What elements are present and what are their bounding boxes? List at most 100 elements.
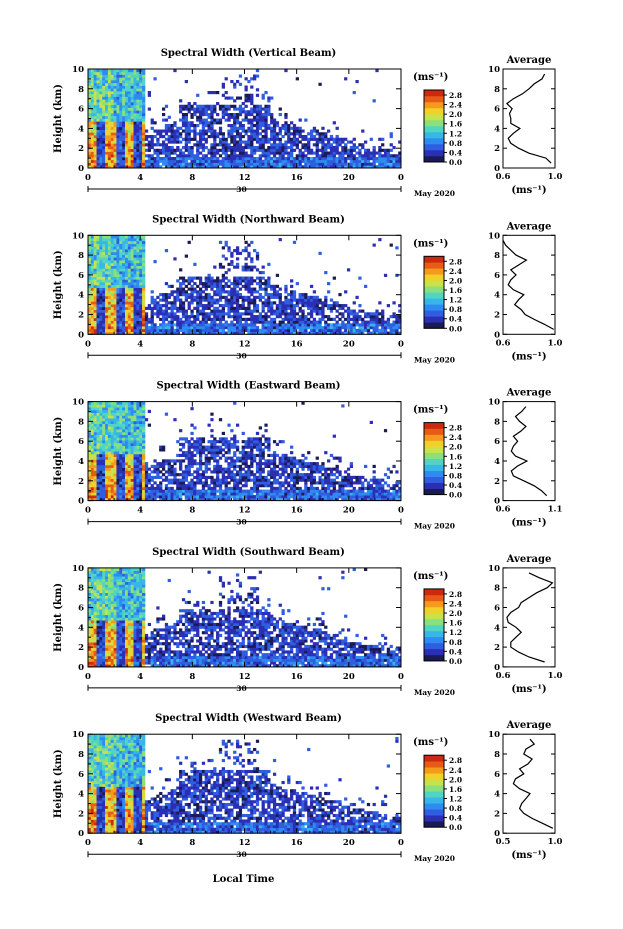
x-tick-label: 16 <box>291 838 303 848</box>
y-axis-title: Height (km) <box>53 250 64 319</box>
month-label: May 2020 <box>414 189 455 198</box>
colorbar-tick-label: 2.8 <box>449 257 462 266</box>
x-tick-label: 4 <box>137 838 143 848</box>
colorbar-segment <box>424 310 444 317</box>
profile-frame <box>502 401 556 502</box>
y-tick-label: 2 <box>78 643 84 653</box>
colorbar-segment <box>424 458 444 465</box>
y-tick-label: 10 <box>72 231 84 241</box>
profile-y-tick-label: 2 <box>494 144 500 154</box>
x-tick-label: 8 <box>189 339 195 349</box>
profile-y-tick-label: 2 <box>494 311 500 321</box>
profile-x-tick-label: 0.5 <box>496 837 511 847</box>
colorbar-tick-label: 0.0 <box>449 823 462 832</box>
colorbar-segment <box>424 588 444 596</box>
panel-1: Spectral Width (Vertical Beam) 0 2 4 6 8 10 0 4 8… <box>53 48 562 198</box>
panel-title: Spectral Width (Eastward Beam) <box>156 381 340 392</box>
panel-title: Spectral Width (Westward Beam) <box>155 713 342 724</box>
colorbar-tick-label: 1.2 <box>449 462 462 471</box>
profile-y-tick-label: 10 <box>488 398 500 408</box>
profile-y-tick-label: 10 <box>488 231 500 241</box>
colorbar-tick-label: 0.8 <box>449 638 462 647</box>
profile-x-tick-label: 0.6 <box>496 338 511 348</box>
colorbar-segment <box>424 132 444 139</box>
y-tick-label: 10 <box>72 730 84 740</box>
x-tick-label: 12 <box>239 506 251 516</box>
profile-frame <box>502 733 556 834</box>
average-profile: Average 0 2 4 6 8 10 0.5 1.0(ms⁻¹) <box>488 720 562 861</box>
heatmap-cells <box>88 734 402 834</box>
colorbar-unit: (ms⁻¹) <box>413 238 448 249</box>
profile-frame <box>502 234 556 335</box>
y-tick-label: 6 <box>78 105 84 115</box>
profile-x-tick-label: 0.6 <box>496 505 511 515</box>
profile-title: Average <box>506 554 552 565</box>
x-axis-title: Local Time <box>213 874 275 885</box>
heatmap-cells <box>88 235 402 335</box>
month-label: May 2020 <box>414 355 455 364</box>
profile-title: Average <box>506 388 552 399</box>
y-tick-label: 8 <box>78 251 84 261</box>
colorbar-segment <box>424 114 444 121</box>
heatmap-cells <box>88 567 402 668</box>
month-label: May 2020 <box>414 522 455 531</box>
profile-y-tick-label: 8 <box>494 750 500 760</box>
colorbar-tick-label: 1.2 <box>449 794 462 803</box>
colorbar-tick-label: 0.4 <box>449 315 462 324</box>
colorbar-segment <box>424 156 444 163</box>
profile-y-tick-label: 4 <box>494 790 500 800</box>
profile-x-title: (ms⁻¹) <box>511 850 546 861</box>
profile-y-tick-label: 10 <box>488 564 500 574</box>
y-axis-title: Height (km) <box>53 84 64 153</box>
colorbar-segment <box>424 791 444 798</box>
colorbar-tick-label: 2.8 <box>449 756 462 765</box>
x-tick-label: 12 <box>239 173 251 183</box>
heatmap-cells <box>88 69 402 169</box>
profile-frame <box>502 567 556 668</box>
colorbar-segment <box>424 256 444 263</box>
panel-title: Spectral Width (Southward Beam) <box>152 547 345 558</box>
profile-x-tick-label: 1.0 <box>548 671 563 681</box>
profile-x-tick-label: 0.6 <box>496 172 511 182</box>
profile-x-tick-label: 1.0 <box>548 338 563 348</box>
month-label: May 2020 <box>414 688 455 697</box>
colorbar-frame <box>423 588 445 662</box>
colorbar-tick-label: 2.4 <box>449 267 462 276</box>
colorbar-segment <box>424 785 444 792</box>
colorbar-tick-label: 0.4 <box>449 481 462 490</box>
profile-frame <box>502 68 556 169</box>
colorbar-segment <box>424 606 444 614</box>
colorbar-segment <box>424 779 444 786</box>
colorbar-segment <box>424 636 444 644</box>
colorbar-segment <box>424 803 444 810</box>
colorbar-tick-label: 2.4 <box>449 101 462 110</box>
colorbar-segment <box>424 440 444 447</box>
colorbar-tick-label: 0.4 <box>449 148 462 157</box>
colorbar-segment <box>424 446 444 453</box>
colorbar-segment <box>424 761 444 768</box>
x-tick-label: 16 <box>291 672 303 682</box>
colorbar-segment <box>424 618 444 626</box>
y-tick-label: 4 <box>78 623 84 633</box>
y-tick-label: 10 <box>72 398 84 408</box>
colorbar-segment <box>424 815 444 822</box>
colorbar-segment <box>424 654 444 662</box>
profile-y-tick-label: 4 <box>494 623 500 633</box>
colorbar-segment <box>424 630 444 638</box>
x-tick-label: 8 <box>189 838 195 848</box>
x-tick-label: 20 <box>343 173 355 183</box>
colorbar-segment <box>424 452 444 459</box>
x-tick-label: 8 <box>189 506 195 516</box>
y-axis-title: Height (km) <box>53 749 64 818</box>
x-tick-label: 0 <box>398 339 404 349</box>
y-tick-label: 8 <box>78 417 84 427</box>
colorbar-segment <box>424 797 444 804</box>
date-tick-label: 30 <box>236 518 246 527</box>
colorbar-frame <box>423 89 445 163</box>
colorbar-tick-label: 2.0 <box>449 775 462 784</box>
y-axis-title: Height (km) <box>53 417 64 486</box>
y-tick-label: 2 <box>78 809 84 819</box>
y-axis-title: Height (km) <box>53 583 64 652</box>
colorbar-segment <box>424 304 444 311</box>
y-tick-label: 6 <box>78 437 84 447</box>
